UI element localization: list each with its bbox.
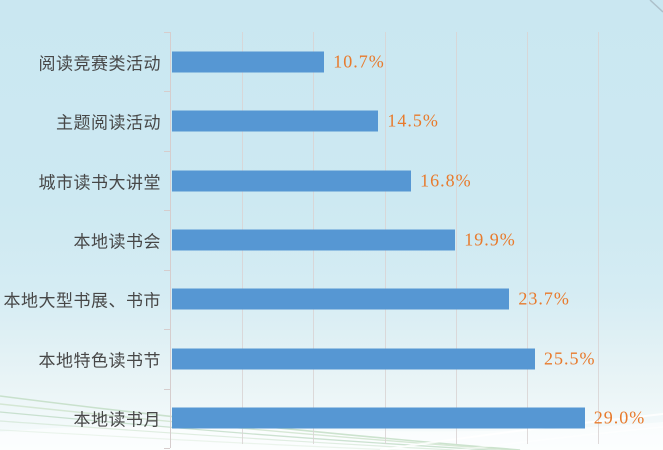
bar-row: 城市读书大讲堂 16.8%	[39, 151, 598, 210]
bar	[172, 229, 456, 251]
axis-tick	[164, 329, 170, 330]
category-label: 阅读竞赛类活动	[38, 54, 161, 74]
axis-tick	[164, 91, 170, 92]
gridline	[598, 32, 599, 444]
value-label: 23.7%	[518, 288, 570, 309]
category-label: 本地读书会	[73, 232, 161, 252]
category-label: 本地读书月	[73, 410, 161, 430]
category-axis-line	[170, 32, 171, 448]
value-label: 29.0%	[593, 407, 646, 428]
axis-tick	[164, 270, 170, 271]
value-label: 19.9%	[464, 229, 516, 250]
bar	[172, 110, 379, 132]
bar	[172, 288, 510, 310]
category-label: 本地特色读书节	[38, 351, 161, 371]
bar-row: 本地特色读书节 25.5%	[39, 329, 598, 388]
bar	[172, 170, 412, 192]
gridline	[526, 32, 528, 444]
bar	[172, 407, 585, 429]
bar-row: 阅读竞赛类活动 10.7%	[39, 32, 598, 91]
value-label: 10.7%	[333, 51, 385, 72]
category-label: 本地大型书展、书市	[3, 291, 161, 311]
category-label: 城市读书大讲堂	[38, 173, 161, 193]
axis-tick	[164, 389, 170, 390]
axis-tick	[164, 151, 170, 152]
axis-tick	[164, 448, 170, 449]
value-label: 16.8%	[420, 170, 472, 191]
axis-tick	[164, 210, 170, 211]
bar	[172, 348, 535, 370]
bar-row: 本地读书月 29.0%	[74, 389, 644, 448]
axis-tick	[164, 32, 170, 33]
value-label: 25.5%	[543, 348, 596, 369]
bar-row: 本地大型书展、书市 23.7%	[4, 270, 598, 329]
bar-row: 本地读书会 19.9%	[74, 210, 598, 269]
bar-row: 主题阅读活动 14.5%	[56, 91, 598, 150]
corner-mark	[649, 0, 663, 13]
gridline	[455, 32, 457, 444]
bar	[172, 51, 325, 73]
value-label: 14.5%	[387, 110, 439, 131]
bar-chart: 阅读竞赛类活动 10.7% 主题阅读活动 14.5% 城市读书大讲堂 16.8% 本地读书会…	[4, 32, 644, 449]
category-label: 主题阅读活动	[56, 113, 161, 133]
